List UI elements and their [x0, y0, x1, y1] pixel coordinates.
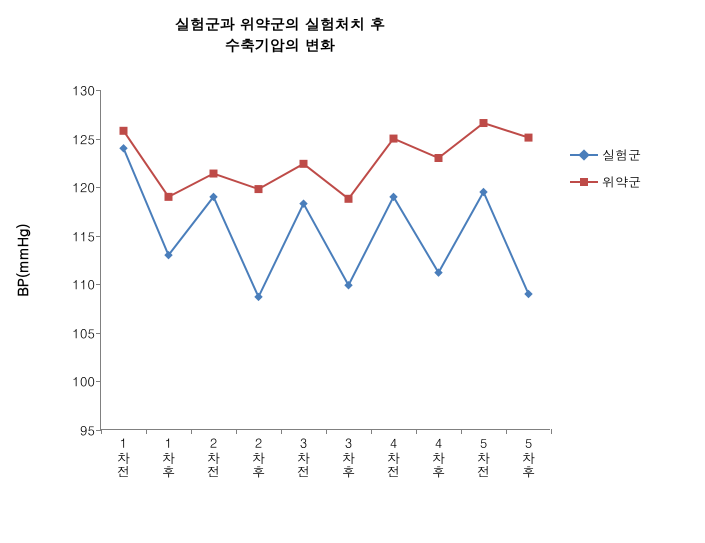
x-tick-label: 1차전 [114, 429, 133, 483]
x-tick-mark [551, 429, 552, 434]
series-marker [525, 134, 532, 141]
legend-label: 실험군 [602, 145, 641, 164]
series-marker [390, 135, 397, 142]
title-line-1: 실험군과 위약군의 실험처치 후 [0, 14, 560, 35]
diamond-marker-icon [578, 149, 589, 160]
series-marker [120, 145, 127, 152]
x-tick-label: 3차전 [294, 429, 313, 483]
x-tick-label: 5차후 [519, 429, 538, 483]
chart-title: 실험군과 위약군의 실험처치 후 수축기압의 변화 [0, 14, 560, 56]
legend-line [570, 154, 598, 156]
series-marker [255, 186, 262, 193]
plot-area: 951001051101151201251301차전1차후2차전2차후3차전3차… [100, 90, 550, 430]
series-marker [255, 293, 262, 300]
x-tick-label: 1차후 [159, 429, 178, 483]
series-marker [525, 291, 532, 298]
chart-container: 실험군과 위약군의 실험처치 후 수축기압의 변화 95100105110115… [0, 0, 705, 543]
legend-item: 실험군 [570, 145, 641, 164]
series-marker [435, 155, 442, 162]
y-axis-title: BP(mmHg) [12, 223, 32, 296]
x-tick-label: 2차후 [249, 429, 268, 483]
series-marker [120, 127, 127, 134]
series-marker [345, 195, 352, 202]
x-tick-label: 4차후 [429, 429, 448, 483]
square-marker-icon [580, 178, 588, 186]
series-marker [480, 120, 487, 127]
legend-item: 위약군 [570, 172, 641, 191]
series-line [124, 148, 529, 297]
series-line [124, 123, 529, 199]
series-marker [210, 170, 217, 177]
chart-svg [101, 90, 551, 430]
series-marker [165, 193, 172, 200]
x-tick-label: 4차전 [384, 429, 403, 483]
x-tick-label: 5차전 [474, 429, 493, 483]
legend-line [570, 181, 598, 183]
legend: 실험군위약군 [570, 145, 641, 199]
x-tick-label: 3차후 [339, 429, 358, 483]
legend-label: 위약군 [602, 172, 641, 191]
x-tick-label: 2차전 [204, 429, 223, 483]
title-line-2: 수축기압의 변화 [0, 35, 560, 56]
series-marker [300, 160, 307, 167]
